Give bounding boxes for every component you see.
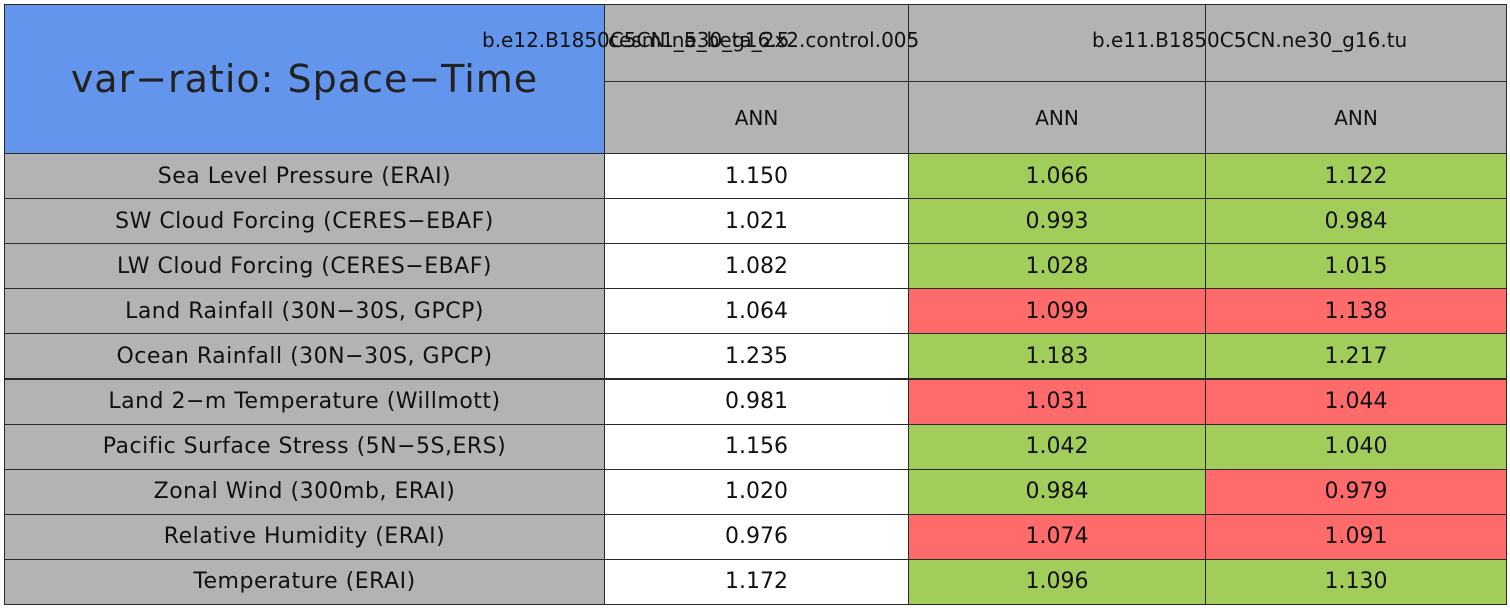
value-cell: 0.984 [908,468,1206,515]
value-cell: 0.993 [908,198,1206,245]
value-cell: 1.096 [908,558,1206,605]
value-cell: 1.150 [604,153,909,200]
value-cell: 1.099 [908,288,1206,335]
value-cell: 1.235 [604,333,909,380]
value-cell: 1.031 [908,378,1206,425]
row-label: Sea Level Pressure (ERAI) [4,153,605,200]
value-cell: 0.981 [604,378,909,425]
value-cell: 1.066 [908,153,1206,200]
value-cell: 1.082 [604,243,909,290]
column-period-header: ANN [604,81,909,154]
row-label: SW Cloud Forcing (CERES−EBAF) [4,198,605,245]
row-label: Ocean Rainfall (30N−30S, GPCP) [4,333,605,380]
column-case-header [1205,4,1507,82]
value-cell: 1.064 [604,288,909,335]
value-cell: 1.172 [604,558,909,605]
metrics-table: var−ratio: Space−Time ANN ANN ANN Sea Level… [4,4,1507,605]
value-cell: 1.021 [604,198,909,245]
row-label: Temperature (ERAI) [4,558,605,605]
row-label: Relative Humidity (ERAI) [4,513,605,560]
value-cell: 1.020 [604,468,909,515]
value-cell: 0.976 [604,513,909,560]
column-case-header [604,4,909,82]
table-title: var−ratio: Space−Time [4,4,605,154]
column-period-header: ANN [908,81,1206,154]
value-cell: 1.122 [1205,153,1507,200]
value-cell: 1.040 [1205,423,1507,470]
row-label: Pacific Surface Stress (5N−5S,ERS) [4,423,605,470]
value-cell: 1.217 [1205,333,1507,380]
value-cell: 1.015 [1205,243,1507,290]
value-cell: 1.028 [908,243,1206,290]
value-cell: 1.138 [1205,288,1507,335]
value-cell: 0.984 [1205,198,1507,245]
value-cell: 1.130 [1205,558,1507,605]
column-period-header: ANN [1205,81,1507,154]
row-label: LW Cloud Forcing (CERES−EBAF) [4,243,605,290]
row-label: Land Rainfall (30N−30S, GPCP) [4,288,605,335]
value-cell: 1.074 [908,513,1206,560]
value-cell: 1.156 [604,423,909,470]
value-cell: 1.042 [908,423,1206,470]
value-cell: 0.979 [1205,468,1507,515]
value-cell: 1.091 [1205,513,1507,560]
value-cell: 1.183 [908,333,1206,380]
column-case-header [908,4,1206,82]
row-label: Zonal Wind (300mb, ERAI) [4,468,605,515]
value-cell: 1.044 [1205,378,1507,425]
row-label: Land 2−m Temperature (Willmott) [4,378,605,425]
